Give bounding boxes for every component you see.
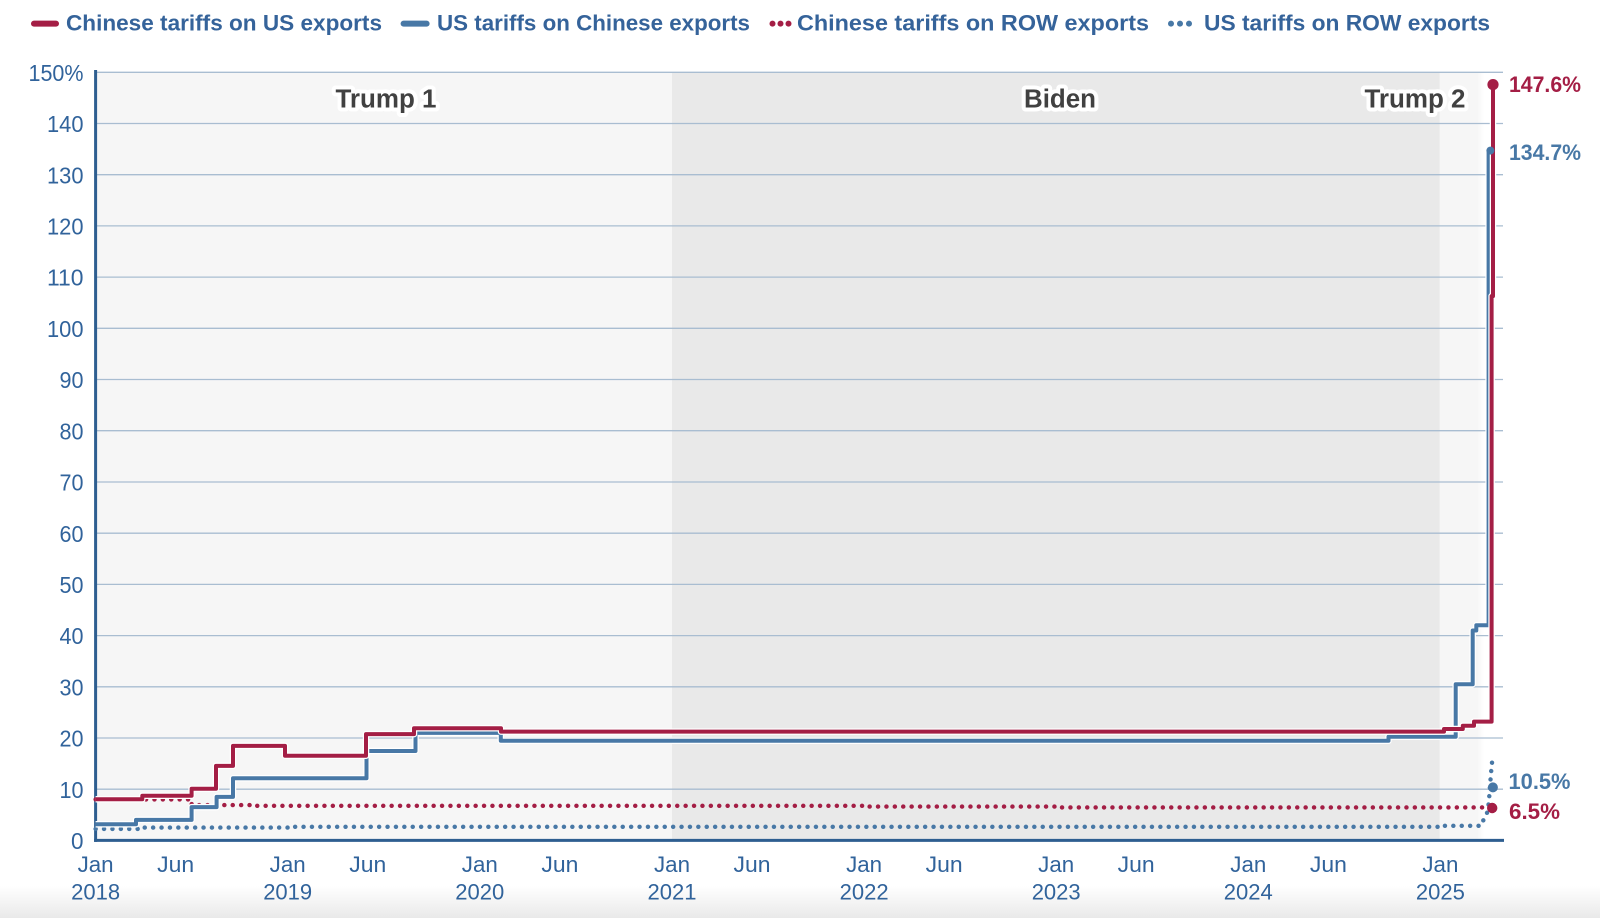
- svg-text:150%: 150%: [29, 60, 84, 86]
- svg-text:50: 50: [60, 572, 84, 598]
- svg-text:90: 90: [60, 367, 84, 393]
- svg-text:Jun: Jun: [349, 852, 386, 877]
- svg-text:Chinese tariffs on US exports: Chinese tariffs on US exports: [66, 10, 382, 35]
- svg-text:6.5%: 6.5%: [1509, 799, 1560, 824]
- svg-text:Jun: Jun: [157, 852, 194, 877]
- svg-text:2021: 2021: [648, 880, 697, 905]
- svg-text:Jan: Jan: [78, 852, 114, 877]
- svg-text:Jan: Jan: [462, 852, 498, 877]
- svg-text:40: 40: [60, 623, 84, 649]
- svg-text:70: 70: [60, 470, 84, 496]
- svg-text:80: 80: [60, 418, 84, 444]
- svg-text:140: 140: [47, 111, 84, 137]
- svg-text:110: 110: [47, 265, 84, 291]
- svg-text:2019: 2019: [263, 880, 312, 905]
- svg-text:US tariffs on Chinese exports: US tariffs on Chinese exports: [437, 10, 750, 35]
- svg-text:Jun: Jun: [926, 852, 963, 877]
- svg-text:147.6%: 147.6%: [1509, 72, 1581, 97]
- svg-text:134.7%: 134.7%: [1509, 140, 1581, 165]
- svg-text:10: 10: [60, 777, 84, 803]
- svg-text:Jan: Jan: [270, 852, 306, 877]
- svg-text:Trump 2: Trump 2: [1365, 86, 1466, 114]
- svg-text:Jun: Jun: [1118, 852, 1155, 877]
- svg-text:Jun: Jun: [541, 852, 578, 877]
- svg-text:Chinese tariffs on ROW exports: Chinese tariffs on ROW exports: [797, 10, 1149, 35]
- svg-text:Jan: Jan: [654, 852, 690, 877]
- svg-text:Jun: Jun: [734, 852, 771, 877]
- svg-text:120: 120: [47, 214, 84, 240]
- svg-text:100: 100: [47, 316, 84, 342]
- svg-text:Jan: Jan: [846, 852, 882, 877]
- svg-text:2022: 2022: [840, 880, 889, 905]
- svg-text:2023: 2023: [1032, 880, 1081, 905]
- svg-text:Biden: Biden: [1024, 86, 1096, 114]
- svg-text:Jan: Jan: [1230, 852, 1266, 877]
- svg-text:60: 60: [60, 521, 84, 547]
- svg-text:2024: 2024: [1224, 880, 1273, 905]
- svg-text:US tariffs on ROW exports: US tariffs on ROW exports: [1204, 10, 1490, 35]
- svg-text:130: 130: [47, 162, 84, 188]
- svg-text:10.5%: 10.5%: [1509, 769, 1571, 794]
- svg-text:2020: 2020: [455, 880, 504, 905]
- svg-text:Jan: Jan: [1038, 852, 1074, 877]
- svg-text:Jan: Jan: [1422, 852, 1458, 877]
- svg-text:2025: 2025: [1416, 880, 1465, 905]
- svg-text:Jun: Jun: [1310, 852, 1347, 877]
- svg-text:30: 30: [60, 674, 84, 700]
- svg-text:2018: 2018: [71, 880, 120, 905]
- svg-text:Trump 1: Trump 1: [336, 86, 437, 114]
- svg-text:20: 20: [60, 726, 84, 752]
- svg-text:0: 0: [71, 828, 84, 854]
